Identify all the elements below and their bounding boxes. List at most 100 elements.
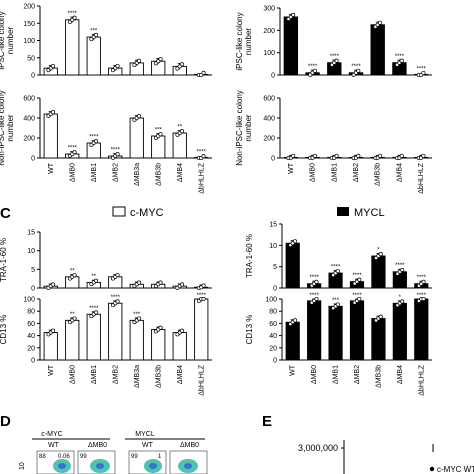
b-mycl-ipsc-point-1-2 [312,68,317,73]
c-mycl-cd13-bar-3 [349,300,365,361]
c-cmyc-tra-stars-2: ** [91,274,96,280]
c-mycl-cd13-ylabel: CD13 % [245,315,254,345]
c-cmyc-tra-stars-1: ** [70,269,75,275]
b-mycl-non-ytick-label-3: 600 [263,96,275,103]
c-mycl-cd13-point-5-2 [400,299,405,304]
b-cmyc-non-point-5-2 [158,132,163,137]
b-cmyc-non-category-0: WT [48,162,55,174]
b-cmyc-non-point-0-2 [50,110,56,115]
c-cmyc-cd13-stars-1: ** [70,312,75,318]
b-cmyc-non-point-2-2 [94,139,99,144]
c-mycl-tra-ytick-label-2: 10 [269,243,277,250]
c-mycl-tra-point-3-2 [357,277,362,282]
panel-d-title-mycl: MYCL [135,431,155,438]
c-mycl-tra-point-1-2 [314,279,319,284]
b-cmyc-non-ytick-label-2: 400 [23,116,35,123]
b-cmyc-ipsc-stars-1: **** [68,11,78,17]
b-mycl-non-point-0-2 [291,153,296,158]
c-mycl-tra-point-6-2 [421,279,426,284]
c-mycl-tra-stars-6: **** [417,275,427,281]
c-mycl-cd13-category-4: ΔMB3b [375,365,382,388]
b-mycl-non-category-2: ΔMB1 [331,163,338,182]
panel-label-d: D [0,413,11,430]
c-cmyc-cd13-point-4-2 [137,316,142,321]
b-cmyc-ipsc-ytick-label-3: 150 [23,21,35,28]
c-cmyc-cd13-category-4: ΔMB3a [134,365,141,388]
c-cmyc-tra-point-1-2 [72,273,77,278]
c-mycl-tra-ytick-label-3: 15 [269,222,277,229]
c-cmyc-tra-point-2-2 [94,278,99,283]
c-mycl-tra-stars-5: **** [395,263,405,269]
c-mycl-cd13-stars-3: **** [352,293,362,299]
b-cmyc-non-ytick-label-0: 0 [31,156,35,163]
b-cmyc-ipsc-point-4-2 [137,58,142,63]
c-mycl-cd13-point-4-2 [378,314,383,319]
b-cmyc-non-category-6: ΔMB4 [177,163,184,182]
c-cmyc-cd13-point-3-2 [115,299,120,304]
b-mycl-ipsc-stars-2: **** [330,54,340,60]
c-mycl-tra-point-0-2 [292,239,298,244]
b-mycl-non-point-5-2 [399,153,404,158]
flow-value-4: 99 [131,454,138,460]
c-cmyc-tra-ytick-label-0: 0 [31,286,35,293]
b-mycl-non-category-3: ΔMB2 [353,163,360,182]
c-mycl-cd13-stars-6: **** [417,293,427,299]
b-cmyc-ipsc-bar-1 [65,19,80,76]
b-cmyc-non-stars-6: ** [177,125,182,131]
flow-core-cmyc-wt [58,463,66,469]
c-cmyc-cd13-category-7: ΔbHLHLZ [198,364,205,395]
b-cmyc-non-stars-7: **** [197,150,207,156]
c-mycl-cd13-ytick-label-5: 100 [265,297,277,304]
c-cmyc-cd13-bar-4 [129,319,144,361]
panel-e-legend-marker [429,466,435,472]
b-mycl-ipsc-point-6-2 [421,70,426,76]
c-cmyc-cd13-ytick-label-4: 80 [27,309,35,316]
c-cmyc-cd13-point-7-2 [201,296,206,302]
c-cmyc-cd13-point-6-2 [180,328,185,333]
panel-e-legend-entry: c-MYC WT [437,465,474,474]
b-mycl-ipsc-stars-1: **** [308,64,318,70]
c-mycl-cd13-bar-2 [328,305,343,361]
b-mycl-ipsc-stars-5: **** [395,54,405,60]
b-cmyc-ipsc-ytick-label-0: 0 [31,73,35,80]
c-cmyc-cd13-bar-6 [172,332,187,361]
b-mycl-non-category-1: ΔMB0 [310,163,317,182]
c-mycl-cd13-bar-4 [371,318,386,361]
c-mycl-tra-stars-4: * [377,247,380,253]
c-cmyc-cd13-stars-2: **** [89,306,99,312]
panel-d-wt-1: WT [48,442,60,449]
c-mycl-tra-ylabel: TRA-1-60 % [245,234,254,278]
c-mycl-cd13-category-3: ΔMB2 [354,365,361,384]
c-cmyc-tra-ytick-label-3: 15 [27,230,35,237]
c-cmyc-cd13-bar-5 [151,329,166,361]
b-cmyc-non-point-4-2 [137,114,142,119]
c-cmyc-cd13-ytick-label-0: 0 [31,358,35,365]
flow-value-5: 1 [158,454,162,460]
b-mycl-ipsc-point-0-2 [291,12,296,17]
c-mycl-cd13-bar-5 [392,302,407,361]
b-cmyc-non-point-6-2 [180,129,185,134]
b-cmyc-non-bar-0 [43,113,58,159]
b-cmyc-ipsc-point-0-2 [50,63,56,69]
b-mycl-ipsc-bar-4 [370,24,385,76]
c-mycl-cd13-ytick-label-2: 40 [269,333,277,340]
c-cmyc-tra-point-5-2 [158,280,163,285]
panel-label-e: E [262,413,272,430]
b-mycl-ipsc-stars-6: **** [416,66,426,72]
c-cmyc-cd13-ytick-label-5: 100 [23,297,35,304]
b-cmyc-non-bar-6 [172,132,187,159]
flow-value-2: 0.06 [58,454,70,460]
c-cmyc-tra-point-4-2 [137,280,142,285]
c-mycl-tra-bar-0 [285,242,300,289]
b-cmyc-non-ytick-label-3: 600 [23,96,35,103]
b-cmyc-ipsc-point-5-2 [158,57,163,62]
c-mycl-tra-point-2-2 [335,269,340,274]
c-cmyc-cd13-stars-7: **** [197,293,207,299]
c-cmyc-cd13-bar-2 [86,313,101,361]
c-mycl-tra-point-5-2 [400,267,405,272]
b-cmyc-ipsc-ytick-label-2: 100 [23,38,35,45]
b-mycl-ipsc-ytick-label-2: 200 [263,28,275,35]
flow-core-cmyc-mb0 [96,463,104,469]
c-mycl-cd13-point-1-2 [314,296,319,302]
